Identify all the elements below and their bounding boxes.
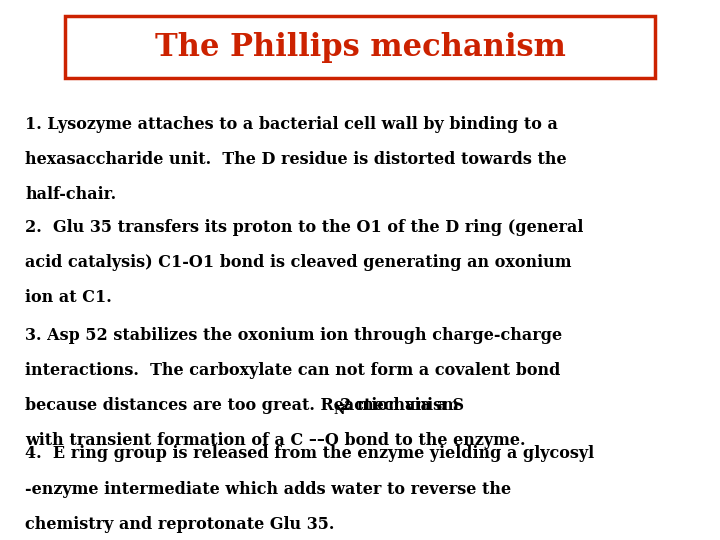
Text: ion at C1.: ion at C1. [25, 289, 112, 306]
Text: hexasaccharide unit.  The D residue is distorted towards the: hexasaccharide unit. The D residue is di… [25, 151, 567, 168]
Text: 3. Asp 52 stabilizes the oxonium ion through charge-charge: 3. Asp 52 stabilizes the oxonium ion thr… [25, 327, 562, 343]
Text: The Phillips mechanism: The Phillips mechanism [155, 32, 565, 63]
Text: 4.  E ring group is released from the enzyme yielding a glycosyl: 4. E ring group is released from the enz… [25, 446, 594, 462]
FancyBboxPatch shape [65, 16, 655, 78]
Text: chemistry and reprotonate Glu 35.: chemistry and reprotonate Glu 35. [25, 516, 335, 532]
Text: 2.  Glu 35 transfers its proton to the O1 of the D ring (general: 2. Glu 35 transfers its proton to the O1… [25, 219, 584, 235]
Text: N: N [334, 404, 346, 417]
Text: 1. Lysozyme attaches to a bacterial cell wall by binding to a: 1. Lysozyme attaches to a bacterial cell… [25, 116, 558, 133]
Text: with transient formation of a C ––O bond to the enzyme.: with transient formation of a C ––O bond… [25, 432, 526, 449]
Text: interactions.  The carboxylate can not form a covalent bond: interactions. The carboxylate can not fo… [25, 362, 561, 379]
Text: half-chair.: half-chair. [25, 186, 117, 203]
Text: acid catalysis) C1-O1 bond is cleaved generating an oxonium: acid catalysis) C1-O1 bond is cleaved ge… [25, 254, 572, 271]
Text: 2 mechanism: 2 mechanism [340, 397, 459, 414]
Text: because distances are too great. Reaction via a S: because distances are too great. Reactio… [25, 397, 464, 414]
Text: -enzyme intermediate which adds water to reverse the: -enzyme intermediate which adds water to… [25, 481, 511, 497]
